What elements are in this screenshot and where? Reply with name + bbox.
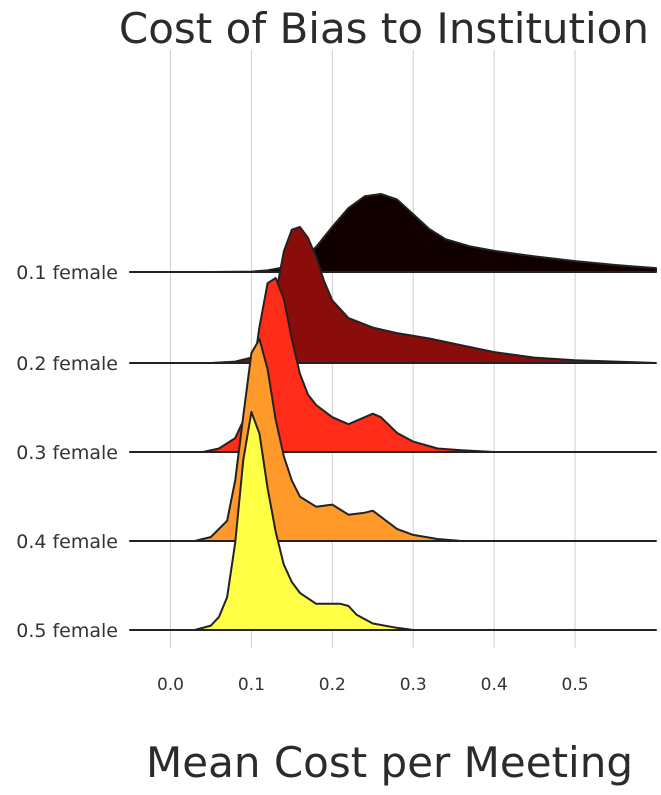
- y-tick-label: 0.3 female: [16, 442, 118, 464]
- y-axis-ticks: 0.1 female 0.2 female 0.3 female 0.4 female…: [16, 262, 118, 642]
- x-tick-label: 0.3: [400, 675, 427, 695]
- ridges: [129, 193, 657, 631]
- x-tick-label: 0.5: [562, 675, 589, 695]
- y-tick-label: 0.5 female: [16, 620, 118, 642]
- x-tick-label: 0.0: [157, 675, 184, 695]
- chart-title: Cost of Bias to Institution: [118, 4, 649, 53]
- y-tick-label: 0.1 female: [16, 262, 118, 284]
- x-axis-ticks: 0.0 0.1 0.2 0.3 0.4 0.5: [157, 675, 589, 695]
- x-tick-label: 0.1: [238, 675, 265, 695]
- x-axis-label: Mean Cost per Meeting: [146, 738, 633, 787]
- x-tick-label: 0.2: [319, 675, 346, 695]
- y-tick-label: 0.2 female: [16, 353, 118, 375]
- x-tick-label: 0.4: [481, 675, 508, 695]
- ridge-0-1-female: [129, 193, 657, 273]
- y-tick-label: 0.4 female: [16, 531, 118, 553]
- ridge-0-3-female: [129, 277, 657, 453]
